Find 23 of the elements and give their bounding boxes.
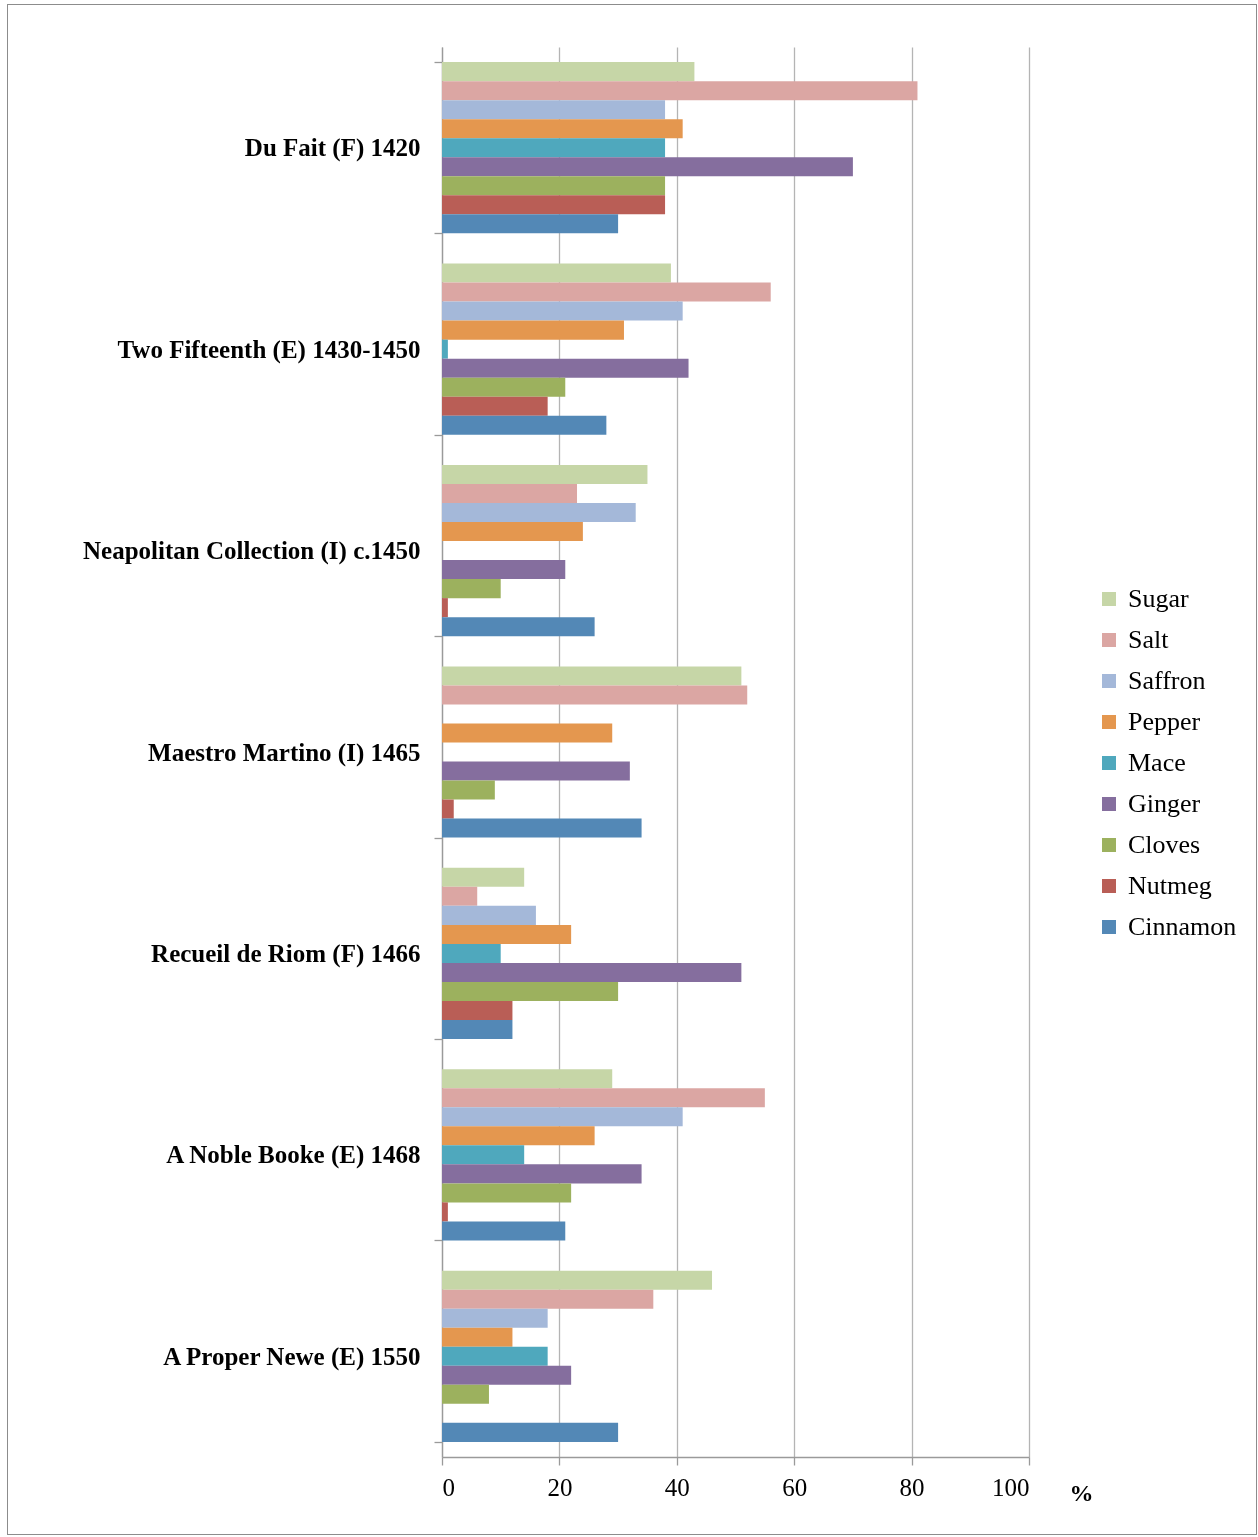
- y-tick-label: Two Fifteenth (E) 1430-1450: [117, 335, 421, 364]
- x-tick-label: 40: [664, 1473, 690, 1501]
- legend-label: Cinnamon: [1128, 912, 1237, 941]
- x-tick-label: 20: [547, 1473, 573, 1501]
- y-tick-label: Du Fait (F) 1420: [244, 134, 421, 163]
- legend-label: Salt: [1128, 625, 1170, 654]
- y-tick-label: Maestro Martino (I) 1465: [148, 738, 421, 767]
- legend-label: Ginger: [1128, 789, 1201, 818]
- y-tick-label: A Proper Newe (E) 1550: [163, 1342, 421, 1371]
- legend-label: Mace: [1128, 748, 1186, 777]
- x-tick-label: 0: [442, 1473, 455, 1501]
- legend-label: Pepper: [1128, 707, 1201, 736]
- x-tick-label: 80: [899, 1473, 925, 1501]
- legend-label: Nutmeg: [1128, 871, 1212, 900]
- legend-label: Saffron: [1128, 666, 1206, 695]
- y-tick-label: Recueil de Riom (F) 1466: [151, 939, 421, 968]
- x-tick-label: 100: [992, 1473, 1030, 1501]
- legend-label: Sugar: [1128, 584, 1189, 613]
- legend-label: Cloves: [1128, 830, 1201, 859]
- x-tick-label: 60: [782, 1473, 808, 1501]
- y-tick-label: A Noble Booke (E) 1468: [166, 1141, 421, 1170]
- x-axis-title: %: [1069, 1479, 1094, 1506]
- y-tick-label: Neapolitan Collection (I) c.1450: [83, 537, 421, 566]
